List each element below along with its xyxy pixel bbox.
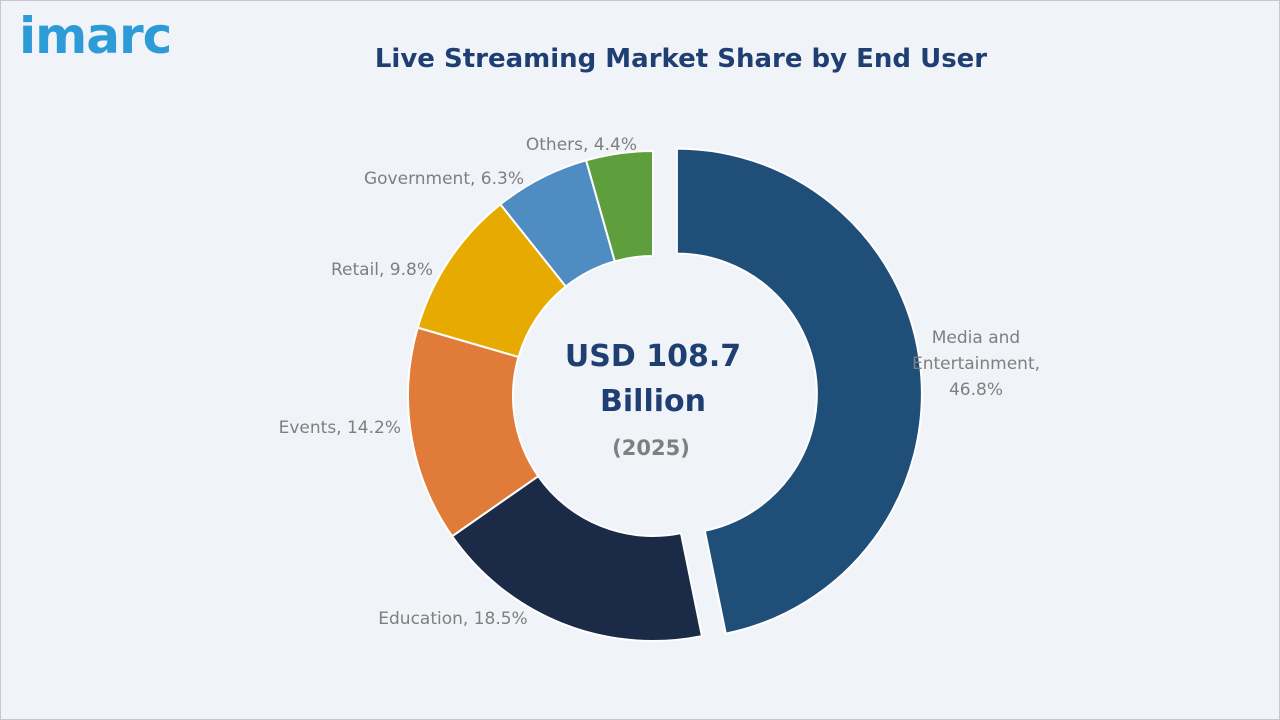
label-line: Others, 4.4% [526, 135, 637, 155]
label-events: Events, 14.2% [279, 418, 401, 438]
label-others: Others, 4.4% [526, 135, 637, 155]
label-education: Education, 18.5% [378, 609, 527, 629]
slice-others [584, 149, 654, 263]
label-line: 46.8% [949, 380, 1003, 400]
label-line: Government, 6.3% [364, 169, 524, 189]
slice-labels: Media and Entertainment, 46.8% Education, 1… [279, 135, 1040, 629]
donut-slices [407, 147, 923, 642]
label-retail: Retail, 9.8% [331, 260, 433, 280]
label-line: Media and [932, 328, 1020, 348]
label-line: Events, 14.2% [279, 418, 401, 438]
slice-education [450, 474, 704, 642]
center-value-line2: Billion [600, 384, 706, 419]
center-year: (2025) [612, 436, 690, 460]
chart-title: Live Streaming Market Share by End User [374, 44, 988, 74]
imarc-logo: imarc [19, 7, 172, 65]
center-value-line1: USD 108.7 [565, 339, 741, 374]
center-label: USD 108.7 Billion (2025) [565, 339, 741, 460]
slice-media-and-entertainment [675, 147, 923, 635]
label-government: Government, 6.3% [364, 169, 524, 189]
label-media-and-entertainment: Media and Entertainment, 46.8% [912, 328, 1040, 400]
label-line: Retail, 9.8% [331, 260, 433, 280]
label-line: Entertainment, [912, 354, 1040, 374]
label-line: Education, 18.5% [378, 609, 527, 629]
